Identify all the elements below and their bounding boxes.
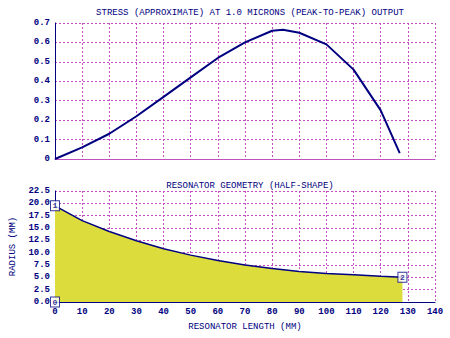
svg-text:12.5: 12.5 <box>28 235 50 245</box>
svg-text:RESONATOR LENGTH (MM): RESONATOR LENGTH (MM) <box>188 322 301 332</box>
svg-text:40: 40 <box>158 307 169 317</box>
svg-text:RADIUS (MM): RADIUS (MM) <box>8 217 18 276</box>
svg-text:0.7: 0.7 <box>34 18 50 28</box>
svg-text:0.2: 0.2 <box>34 115 50 125</box>
svg-text:5.0: 5.0 <box>34 272 50 282</box>
svg-text:50: 50 <box>185 307 196 317</box>
svg-text:0.3: 0.3 <box>34 96 50 106</box>
svg-text:140: 140 <box>427 307 443 317</box>
svg-text:80: 80 <box>267 307 278 317</box>
svg-text:90: 90 <box>294 307 305 317</box>
svg-text:0.5: 0.5 <box>34 57 50 67</box>
svg-text:60: 60 <box>212 307 223 317</box>
svg-text:2: 2 <box>400 273 405 282</box>
svg-text:0: 0 <box>45 154 50 164</box>
svg-text:0.4: 0.4 <box>34 76 51 86</box>
svg-text:2.5: 2.5 <box>34 285 50 295</box>
svg-text:20.0: 20.0 <box>28 198 50 208</box>
svg-text:17.5: 17.5 <box>28 211 50 221</box>
svg-text:0.0: 0.0 <box>34 297 50 307</box>
svg-text:STRESS (APPROXIMATE) AT 1.0 MI: STRESS (APPROXIMATE) AT 1.0 MICRONS (PEA… <box>96 8 404 18</box>
svg-text:15.0: 15.0 <box>28 223 50 233</box>
svg-text:0: 0 <box>52 307 57 317</box>
svg-text:10.0: 10.0 <box>28 248 50 258</box>
svg-text:0.1: 0.1 <box>34 135 51 145</box>
svg-text:10: 10 <box>77 307 88 317</box>
svg-text:0: 0 <box>53 298 58 307</box>
svg-text:130: 130 <box>400 307 416 317</box>
svg-text:30: 30 <box>131 307 142 317</box>
svg-text:7.5: 7.5 <box>34 260 50 270</box>
svg-text:100: 100 <box>318 307 334 317</box>
svg-text:70: 70 <box>240 307 251 317</box>
svg-text:RESONATOR GEOMETRY (HALF-SHAPE: RESONATOR GEOMETRY (HALF-SHAPE) <box>166 181 333 191</box>
svg-text:0.6: 0.6 <box>34 37 50 47</box>
svg-text:1: 1 <box>53 201 58 210</box>
svg-text:110: 110 <box>345 307 361 317</box>
svg-text:120: 120 <box>373 307 389 317</box>
svg-text:20: 20 <box>104 307 115 317</box>
svg-text:22.5: 22.5 <box>28 186 50 196</box>
